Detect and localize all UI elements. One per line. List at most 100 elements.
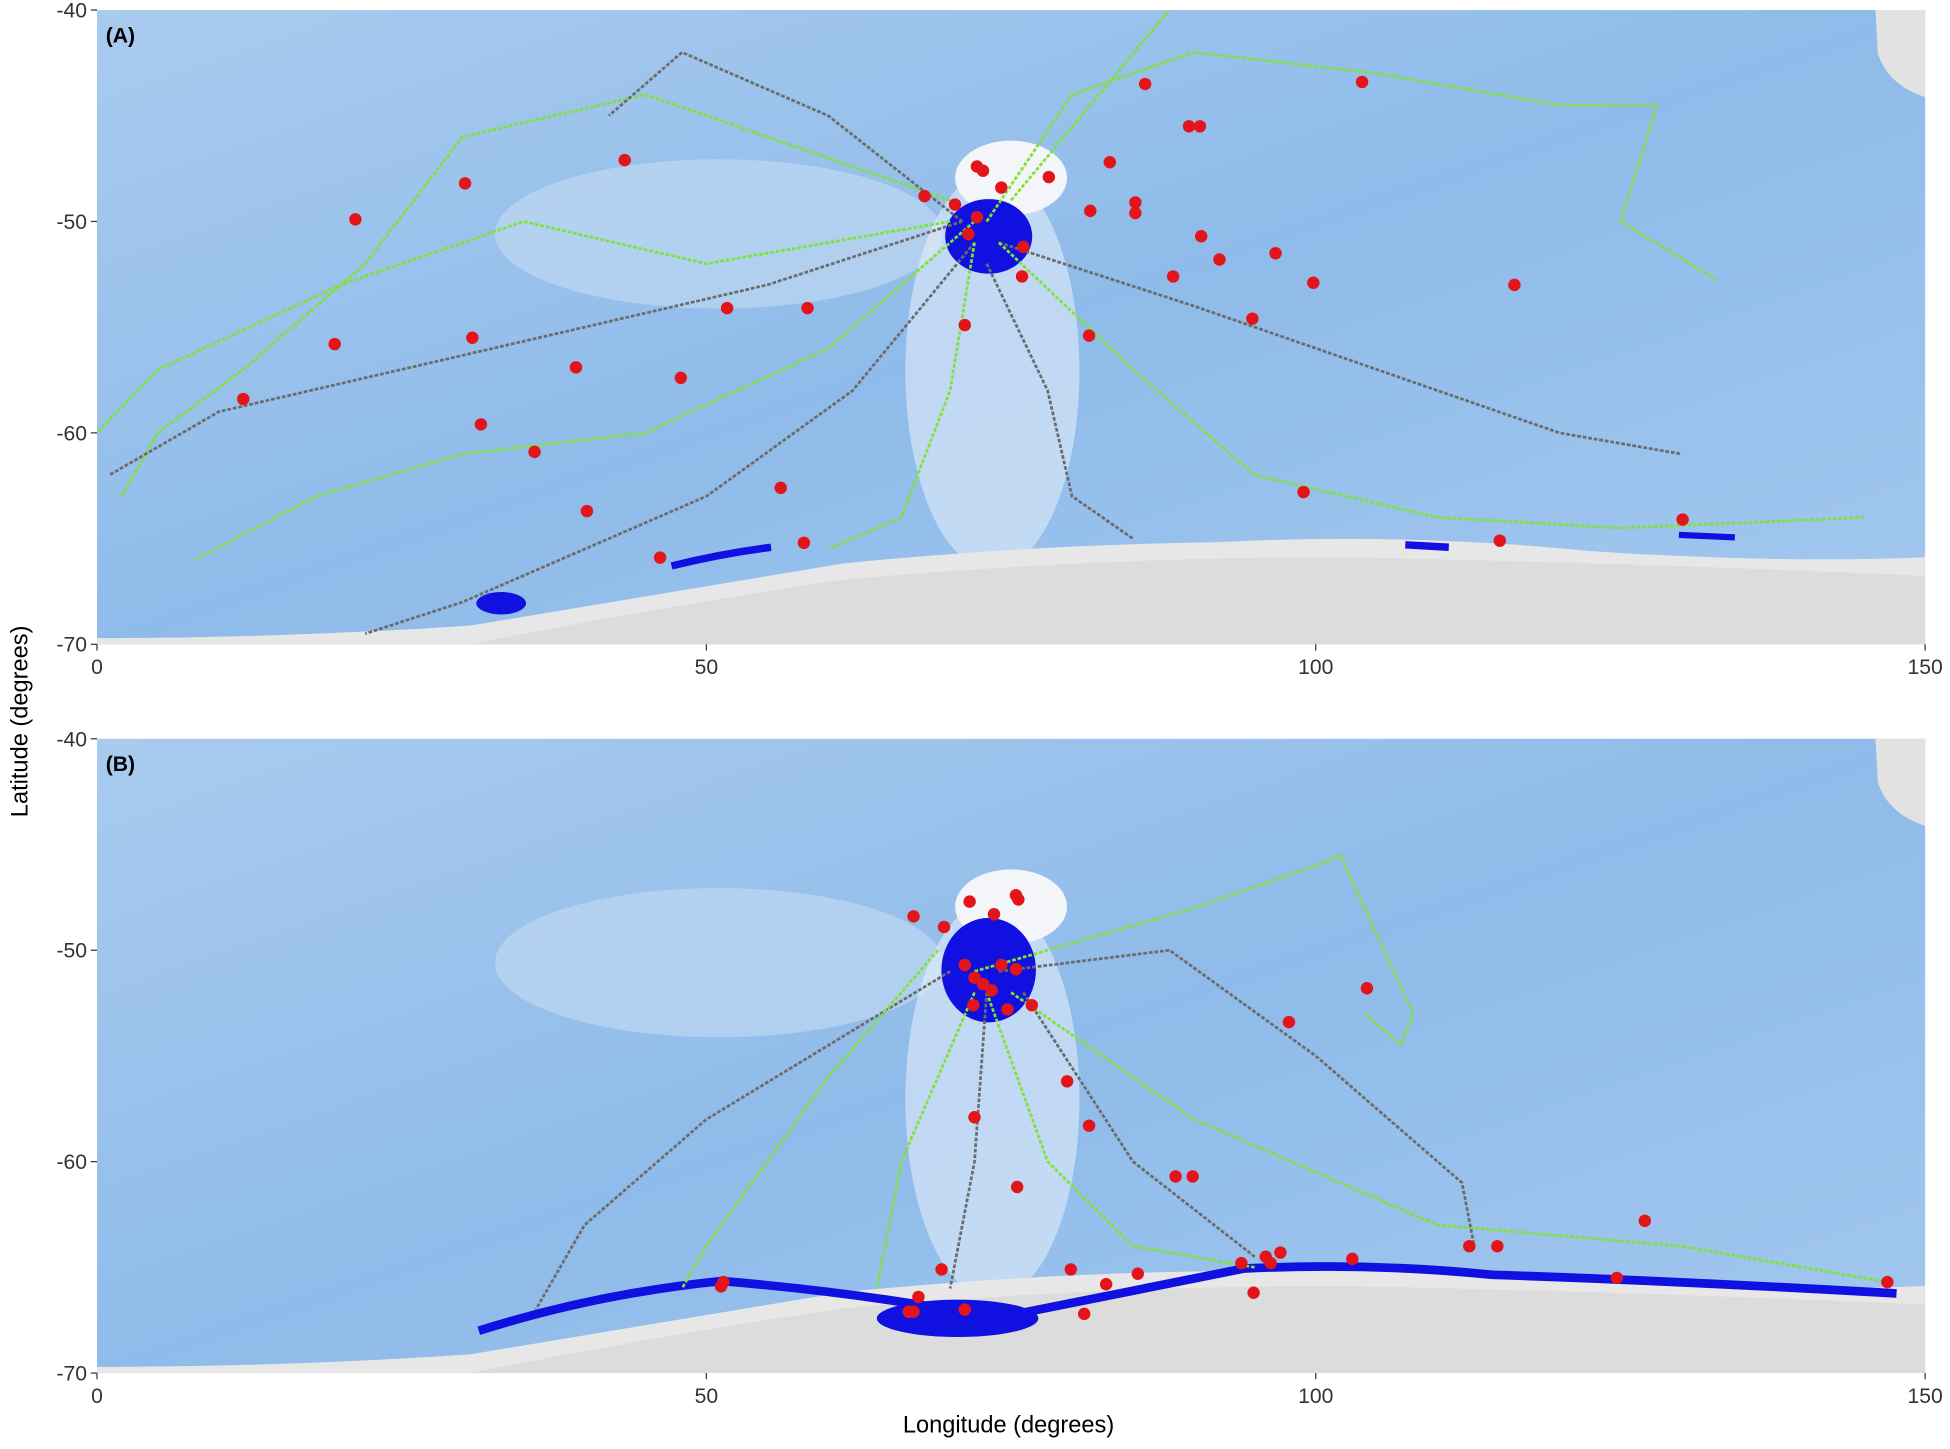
- end-point: [976, 164, 990, 177]
- end-point: [1009, 963, 1023, 976]
- end-point: [948, 198, 962, 211]
- end-point: [1491, 1239, 1504, 1253]
- end-point: [912, 1290, 925, 1304]
- end-point: [1493, 534, 1507, 547]
- end-point: [1169, 1170, 1182, 1183]
- track: [680, 949, 939, 1290]
- end-point: [466, 331, 479, 344]
- end-point: [995, 958, 1008, 972]
- end-point: [1010, 1180, 1024, 1194]
- end-point: [987, 908, 1001, 921]
- x-tick-label: 100: [1298, 1385, 1333, 1408]
- y-tick-label: -60: [57, 422, 88, 445]
- end-point: [958, 1303, 971, 1316]
- track: [985, 50, 1719, 282]
- end-point: [458, 177, 472, 190]
- end-point: [1099, 1278, 1113, 1291]
- end-point: [237, 392, 250, 406]
- x-axis-title: Longitude (degrees): [903, 1413, 1114, 1439]
- track: [193, 220, 976, 561]
- track: [974, 853, 1415, 1047]
- y-tick-label: -70: [57, 1363, 88, 1386]
- panel: [534, 853, 1894, 1321]
- end-point: [1307, 276, 1320, 289]
- end-point: [801, 301, 814, 315]
- end-point: [1355, 75, 1369, 89]
- end-point: [1463, 1239, 1476, 1253]
- ice-edge-locations: [476, 199, 1735, 615]
- end-point: [528, 445, 541, 459]
- end-point: [958, 318, 971, 332]
- x-tick-label: 0: [91, 656, 103, 679]
- end-point: [1017, 240, 1030, 254]
- track: [985, 992, 1256, 1269]
- x-tick-label: 50: [695, 656, 719, 679]
- end-point: [968, 971, 981, 984]
- end-point: [962, 227, 975, 241]
- end-point: [349, 213, 362, 226]
- end-point: [1282, 1015, 1296, 1029]
- end-point: [935, 1263, 948, 1276]
- end-point: [976, 977, 990, 991]
- end-point: [1247, 1286, 1260, 1299]
- y-tick-label: -50: [57, 211, 88, 234]
- end-point: [1138, 77, 1152, 91]
- panel: [97, 10, 1865, 636]
- end-point: [1638, 1214, 1652, 1228]
- end-point: [1346, 1252, 1359, 1266]
- track: [827, 242, 976, 551]
- end-point: [1131, 1267, 1145, 1280]
- end-point: [1235, 1256, 1248, 1270]
- track: [120, 93, 951, 497]
- end-point: [963, 895, 976, 908]
- track: [998, 241, 1682, 456]
- end-point: [1182, 120, 1196, 133]
- end-point: [1193, 120, 1207, 133]
- end-point: [328, 337, 341, 351]
- end-point: [907, 1305, 920, 1318]
- end-point: [1297, 485, 1310, 499]
- end-point: [1015, 270, 1029, 283]
- y-tick-label: -60: [57, 1151, 88, 1174]
- end-point: [968, 1111, 981, 1124]
- end-point: [1360, 982, 1374, 995]
- end-point: [1610, 1271, 1624, 1285]
- end-point: [714, 1280, 728, 1293]
- track: [607, 50, 964, 223]
- track: [534, 970, 951, 1311]
- end-point: [580, 504, 594, 518]
- x-tick-label: 150: [1908, 1385, 1943, 1408]
- track: [1022, 991, 1256, 1258]
- end-point: [1103, 156, 1117, 169]
- y-tick-label: -40: [57, 728, 88, 751]
- end-point: [907, 910, 920, 923]
- end-point: [774, 481, 787, 495]
- end-point: [1166, 270, 1180, 283]
- end-point: [1129, 196, 1142, 209]
- y-axis-title: Latitude (degrees): [7, 626, 33, 818]
- end-point: [985, 984, 998, 997]
- end-point: [618, 153, 631, 167]
- track: [948, 992, 989, 1289]
- end-point: [1025, 998, 1039, 1012]
- track: [875, 991, 976, 1289]
- ice-edge-locations: [477, 917, 1897, 1337]
- end-point: [1077, 1307, 1091, 1321]
- end-point: [1064, 1263, 1078, 1276]
- end-point: [1269, 246, 1282, 260]
- end-point: [995, 181, 1008, 194]
- track: [997, 241, 1865, 530]
- track: [97, 220, 951, 434]
- map-background: [97, 10, 1926, 645]
- end-point: [958, 958, 971, 972]
- track: [108, 220, 963, 477]
- y-tick-label: -50: [57, 940, 88, 963]
- track: [1010, 991, 1889, 1284]
- end-point: [1082, 1119, 1096, 1132]
- end-point: [569, 361, 583, 374]
- track: [998, 948, 1476, 1247]
- track: [364, 241, 976, 636]
- end-point: [1082, 329, 1096, 342]
- end-point: [1881, 1275, 1894, 1289]
- end-point: [1264, 1256, 1277, 1270]
